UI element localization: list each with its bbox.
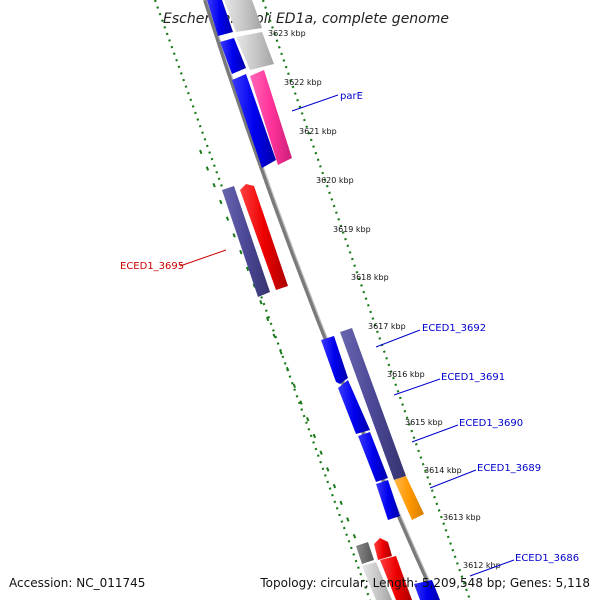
gene-leader-line xyxy=(375,329,421,348)
gene-label-ECED1_3692[interactable]: ECED1_3692 xyxy=(422,323,486,334)
cds-reverse xyxy=(374,538,392,560)
gene-leader-line xyxy=(393,378,441,396)
tick-label: 3623 kbp xyxy=(268,29,306,38)
ECED1_3689-feature xyxy=(376,480,400,520)
cds-forward xyxy=(207,0,233,36)
cds-forward xyxy=(232,74,276,168)
tick-label: 3617 kbp xyxy=(368,322,406,331)
tick-label: 3614 kbp xyxy=(424,466,462,475)
tick-label: 3619 kbp xyxy=(333,225,371,234)
gc-skew-track-outer xyxy=(153,0,372,600)
tick-label: 3618 kbp xyxy=(351,273,389,282)
tick-label: 3621 kbp xyxy=(299,127,337,136)
gene-label-ECED1_3691[interactable]: ECED1_3691 xyxy=(441,372,505,383)
map-title: Escherichia coli ED1a, complete genome xyxy=(163,11,449,27)
ECED1_3690-feature xyxy=(358,432,388,482)
cds-grey xyxy=(224,0,262,32)
gene-label-ECED1_3689[interactable]: ECED1_3689 xyxy=(477,463,541,474)
tick-label: 3620 kbp xyxy=(316,176,354,185)
tick-label: 3613 kbp xyxy=(443,513,481,522)
gc-skew-track-mid xyxy=(199,149,381,600)
gene-track-feature xyxy=(222,186,270,297)
ECED1_3692-feature xyxy=(321,336,348,384)
gene-label-parE[interactable]: parE xyxy=(340,91,363,102)
cds-forward xyxy=(414,580,440,600)
gene-leader-line xyxy=(291,94,339,112)
gene-leader-line xyxy=(179,249,227,267)
cds-grey xyxy=(236,32,274,70)
gene-leader-line xyxy=(411,424,459,443)
accession-text: Accession: NC_011745 xyxy=(9,576,145,590)
scale-tick-labels: 3623 kbp 3622 kbp 3621 kbp 3620 kbp 3619… xyxy=(268,29,501,570)
gene-label-ECED1_3695[interactable]: ECED1_3695 xyxy=(120,261,184,272)
cds-grey xyxy=(362,562,392,600)
gene-leader-line xyxy=(429,469,477,489)
gene-label-ECED1_3690[interactable]: ECED1_3690 xyxy=(459,418,523,429)
cds-forward xyxy=(220,38,246,74)
ECED1_3691-feature xyxy=(338,380,370,434)
cds-dark xyxy=(356,542,374,564)
cds-reverse xyxy=(380,556,412,600)
scale-ruler-track xyxy=(261,0,472,600)
gene-track-feature xyxy=(340,328,406,480)
tick-label: 3622 kbp xyxy=(284,78,322,87)
summary-text: Topology: circular; Length: 5,209,548 bp… xyxy=(259,576,590,590)
tick-label: 3615 kbp xyxy=(405,418,443,427)
tick-label: 3616 kbp xyxy=(387,370,425,379)
gene-label-ECED1_3686[interactable]: ECED1_3686 xyxy=(515,553,579,564)
gene-leader-line xyxy=(469,559,515,577)
ECED1_3689-partner xyxy=(394,476,424,520)
ECED1_3695-feature xyxy=(240,184,288,290)
parE-feature xyxy=(250,70,292,165)
tick-label: 3612 kbp xyxy=(463,561,501,570)
